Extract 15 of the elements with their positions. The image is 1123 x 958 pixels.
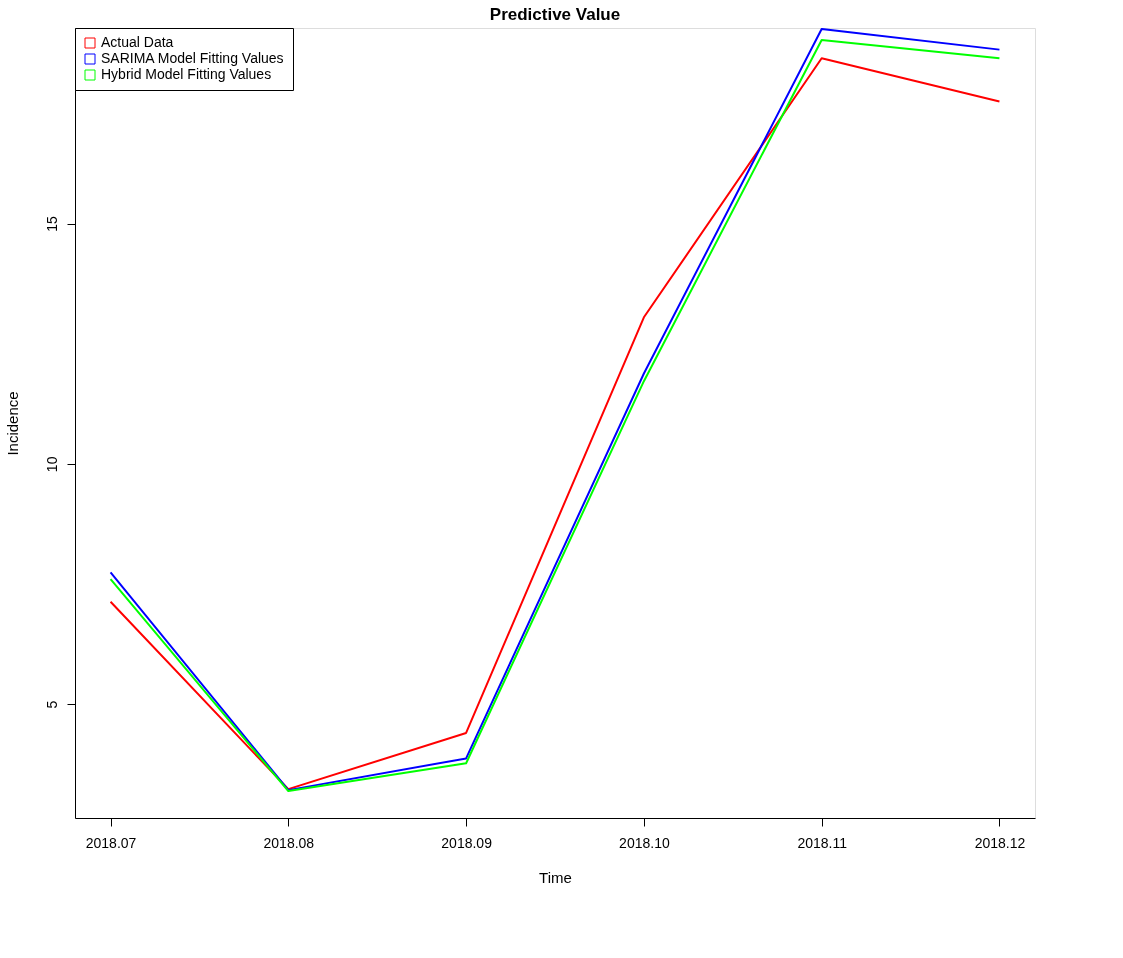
y-tick-label: 5 (43, 700, 60, 709)
x-tick-label: 2018.12 (974, 834, 1026, 851)
chart-title: Predictive Value (489, 4, 621, 24)
legend-label: SARIMA Model Fitting Values (101, 50, 284, 66)
x-tick-label: 2018.07 (85, 834, 137, 851)
legend-label: Hybrid Model Fitting Values (101, 66, 272, 82)
x-tick-label: 2018.08 (263, 834, 315, 851)
x-tick-label: 2018.09 (441, 834, 493, 851)
legend-label: Actual Data (101, 34, 174, 50)
x-axis-title: Time (539, 868, 572, 886)
x-tick-label: 2018.11 (797, 834, 848, 851)
y-tick-label: 15 (43, 216, 60, 232)
x-tick-label: 2018.10 (619, 834, 670, 851)
y-axis-title: Incidence (3, 391, 21, 456)
y-tick-label: 10 (43, 456, 60, 473)
